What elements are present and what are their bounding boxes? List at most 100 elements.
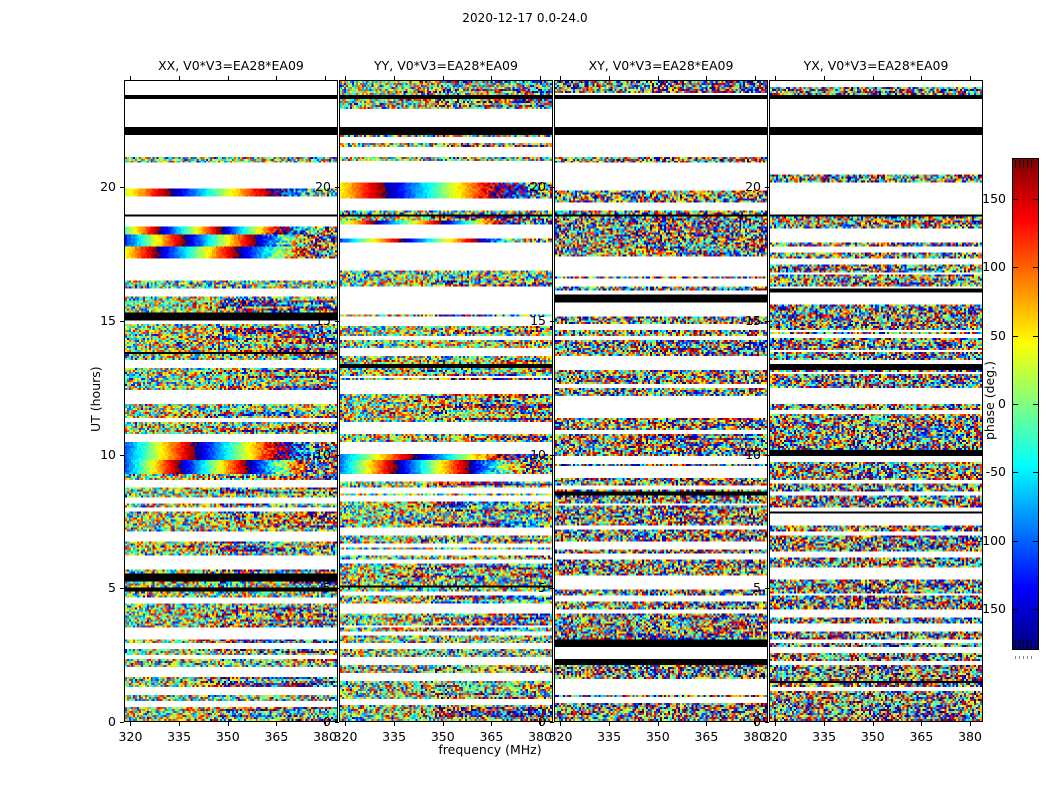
x-tick-mark xyxy=(775,722,776,726)
x-tick-mark xyxy=(658,722,659,726)
y-tick-label: 5 xyxy=(753,580,761,596)
x-tick-label: 350 xyxy=(430,729,455,744)
x-tick-mark xyxy=(443,722,444,726)
panel-title-yy: YY, V0*V3=EA28*EA09 xyxy=(374,58,518,73)
colorbar-tick-mark xyxy=(1013,404,1018,405)
panel-title-yx: YX, V0*V3=EA28*EA09 xyxy=(803,58,949,73)
colorbar-overflow-hatch-top xyxy=(1015,160,1035,168)
waterfall-image-xx xyxy=(125,81,337,721)
x-tick-mark-top xyxy=(921,76,922,80)
x-tick-mark-top xyxy=(609,76,610,80)
colorbar-tick-label: 100 xyxy=(982,259,1006,275)
waterfall-image-xy xyxy=(555,81,767,721)
y-tick-mark xyxy=(765,722,769,723)
y-tick-label: 20 xyxy=(315,179,331,194)
y-tick-label: 10 xyxy=(745,446,761,462)
y-tick-mark xyxy=(550,588,554,589)
y-tick-mark xyxy=(550,187,554,188)
x-tick-mark xyxy=(873,722,874,726)
waterfall-panel-xx[interactable] xyxy=(124,80,338,722)
colorbar-overflow-hatch-bottom xyxy=(1015,640,1035,648)
colorbar-tick-label: 150 xyxy=(982,191,1006,206)
y-tick-mark xyxy=(120,722,124,723)
x-tick-label: 350 xyxy=(860,729,885,744)
x-tick-mark-top xyxy=(130,76,131,80)
y-tick-mark xyxy=(120,455,124,456)
waterfall-panel-yy[interactable] xyxy=(339,80,553,722)
y-tick-label: 10 xyxy=(100,446,116,462)
y-tick-label: 0 xyxy=(108,714,116,729)
waterfall-image-yx xyxy=(770,81,982,721)
x-tick-mark xyxy=(706,722,707,726)
colorbar-tick-mark xyxy=(1033,472,1038,473)
x-tick-label: 365 xyxy=(264,729,289,744)
x-tick-label: 350 xyxy=(645,729,670,744)
x-tick-mark xyxy=(228,722,229,726)
x-tick-mark xyxy=(560,722,561,726)
x-tick-label: 320 xyxy=(118,729,143,744)
x-tick-mark xyxy=(921,722,922,726)
x-tick-mark xyxy=(755,722,756,726)
colorbar-tick-mark xyxy=(1033,336,1038,337)
y-tick-label: 0 xyxy=(753,714,761,729)
y-tick-label: 0 xyxy=(538,714,546,729)
x-tick-label: 320 xyxy=(763,729,788,744)
figure-suptitle: 2020-12-17 0.0-24.0 xyxy=(462,11,588,25)
waterfall-panel-xy[interactable] xyxy=(554,80,768,722)
x-tick-label: 380 xyxy=(528,729,552,744)
colorbar-tick-label: 0 xyxy=(998,396,1006,411)
colorbar-tick-mark xyxy=(1013,267,1018,268)
y-tick-label: 15 xyxy=(315,312,331,328)
x-tick-mark-top xyxy=(491,76,492,80)
y-tick-label: 10 xyxy=(530,446,546,462)
x-tick-mark-top xyxy=(560,76,561,80)
x-tick-label: 365 xyxy=(694,729,719,744)
colorbar-under-marker xyxy=(1015,656,1035,659)
y-tick-mark xyxy=(335,187,339,188)
x-tick-mark xyxy=(491,722,492,726)
x-tick-mark-top xyxy=(755,76,756,80)
x-tick-mark-top xyxy=(345,76,346,80)
y-tick-mark xyxy=(765,588,769,589)
x-tick-mark-top xyxy=(824,76,825,80)
y-tick-mark xyxy=(550,321,554,322)
x-tick-label: 380 xyxy=(743,729,767,744)
y-tick-mark xyxy=(120,588,124,589)
y-tick-label: 5 xyxy=(108,580,116,596)
x-tick-mark xyxy=(824,722,825,726)
y-tick-label: 10 xyxy=(315,446,331,462)
colorbar-tick-label: 50 xyxy=(990,327,1006,343)
colorbar-tick-label: -150 xyxy=(977,601,1006,616)
x-tick-mark xyxy=(345,722,346,726)
x-tick-label: 365 xyxy=(909,729,934,744)
x-tick-mark-top xyxy=(706,76,707,80)
colorbar-label: phase (deg.) xyxy=(982,361,997,440)
waterfall-panel-yx[interactable] xyxy=(769,80,983,722)
y-tick-label: 5 xyxy=(323,580,331,596)
x-tick-mark-top xyxy=(228,76,229,80)
x-tick-label: 335 xyxy=(812,729,837,744)
colorbar-tick-mark xyxy=(1013,609,1018,610)
x-tick-mark-top xyxy=(443,76,444,80)
x-tick-mark xyxy=(970,722,971,726)
x-tick-label: 350 xyxy=(215,729,240,744)
x-tick-mark-top xyxy=(775,76,776,80)
y-tick-mark xyxy=(765,187,769,188)
y-tick-mark xyxy=(120,321,124,322)
x-tick-label: 320 xyxy=(548,729,573,744)
x-tick-mark xyxy=(609,722,610,726)
colorbar-tick-mark xyxy=(1013,472,1018,473)
y-tick-mark xyxy=(765,321,769,322)
y-axis-label: UT (hours) xyxy=(88,366,103,432)
y-tick-label: 0 xyxy=(323,714,331,729)
y-tick-label: 20 xyxy=(100,179,116,194)
x-tick-label: 380 xyxy=(958,729,982,744)
y-tick-label: 15 xyxy=(745,312,761,328)
colorbar-tick-mark xyxy=(1033,267,1038,268)
colorbar-tick-mark xyxy=(1033,199,1038,200)
x-tick-mark-top xyxy=(179,76,180,80)
panel-title-xx: XX, V0*V3=EA28*EA09 xyxy=(158,58,304,73)
y-tick-mark xyxy=(120,187,124,188)
x-tick-mark xyxy=(276,722,277,726)
